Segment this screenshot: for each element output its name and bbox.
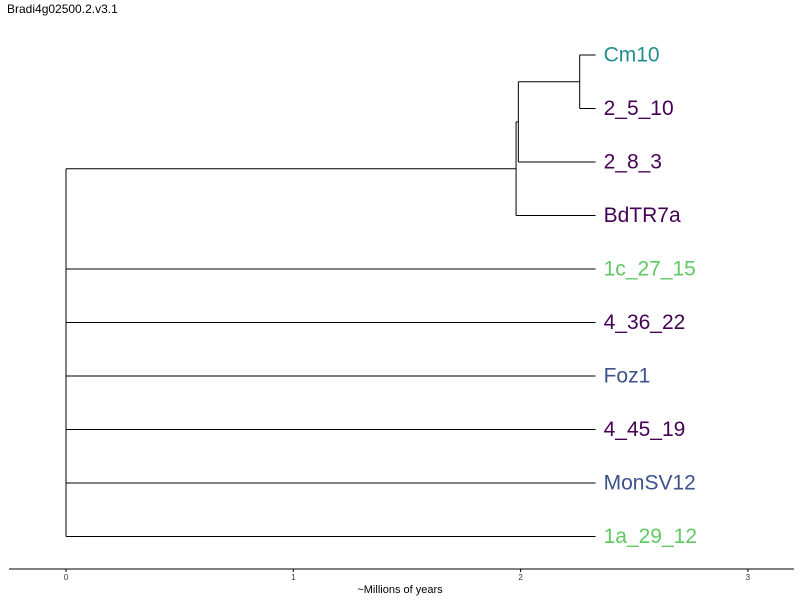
leaf-label: MonSV12 [604, 472, 696, 495]
leaf-label: 4_45_19 [604, 418, 686, 441]
x-axis-tick-label: 2 [518, 573, 523, 582]
leaf-label: 2_8_3 [604, 151, 662, 174]
x-axis-tick-label: 0 [64, 573, 69, 582]
x-axis-title: ~Millions of years [357, 584, 443, 596]
leaf-label: BdTR7a [604, 204, 681, 227]
x-axis-tick-label: 1 [291, 573, 296, 582]
dendrogram-branches [65, 54, 596, 537]
x-axis-tick-label: 3 [746, 573, 751, 582]
x-axis: 0 1 2 3 [9, 568, 794, 582]
leaf-label: 1a_29_12 [604, 525, 697, 548]
leaf-label: Cm10 [604, 44, 660, 67]
page-title: Bradi4g02500.2.v3.1 [7, 2, 118, 16]
leaf-labels: Cm10 2_5_10 2_8_3 BdTR7a 1c_27_15 4_36_22 Foz1… [604, 44, 697, 549]
leaf-label: 1c_27_15 [604, 258, 696, 281]
leaf-label: Foz1 [604, 365, 651, 388]
leaf-label: 2_5_10 [604, 97, 674, 120]
leaf-label: 4_36_22 [604, 311, 686, 334]
